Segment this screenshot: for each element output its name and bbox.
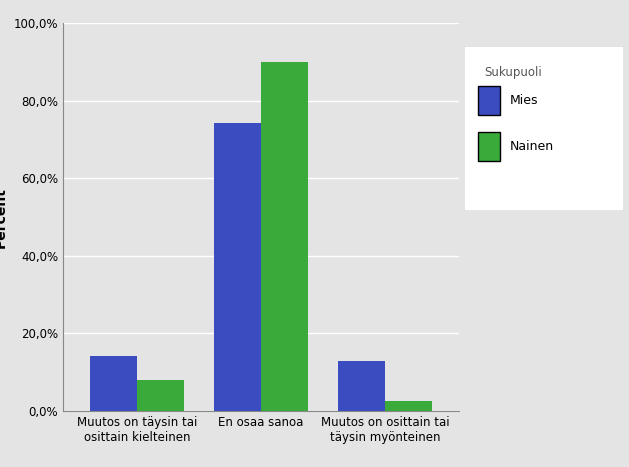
Bar [385,401,432,411]
FancyBboxPatch shape [478,132,500,161]
Bar [261,62,308,411]
Bar [137,380,184,411]
Bar [338,361,385,411]
Y-axis label: Percent: Percent [0,187,8,248]
Bar [214,123,261,411]
Text: Sukupuoli: Sukupuoli [484,66,542,79]
Text: Mies: Mies [509,94,538,107]
Text: Nainen: Nainen [509,140,554,153]
Bar [90,355,137,411]
FancyBboxPatch shape [478,86,500,115]
